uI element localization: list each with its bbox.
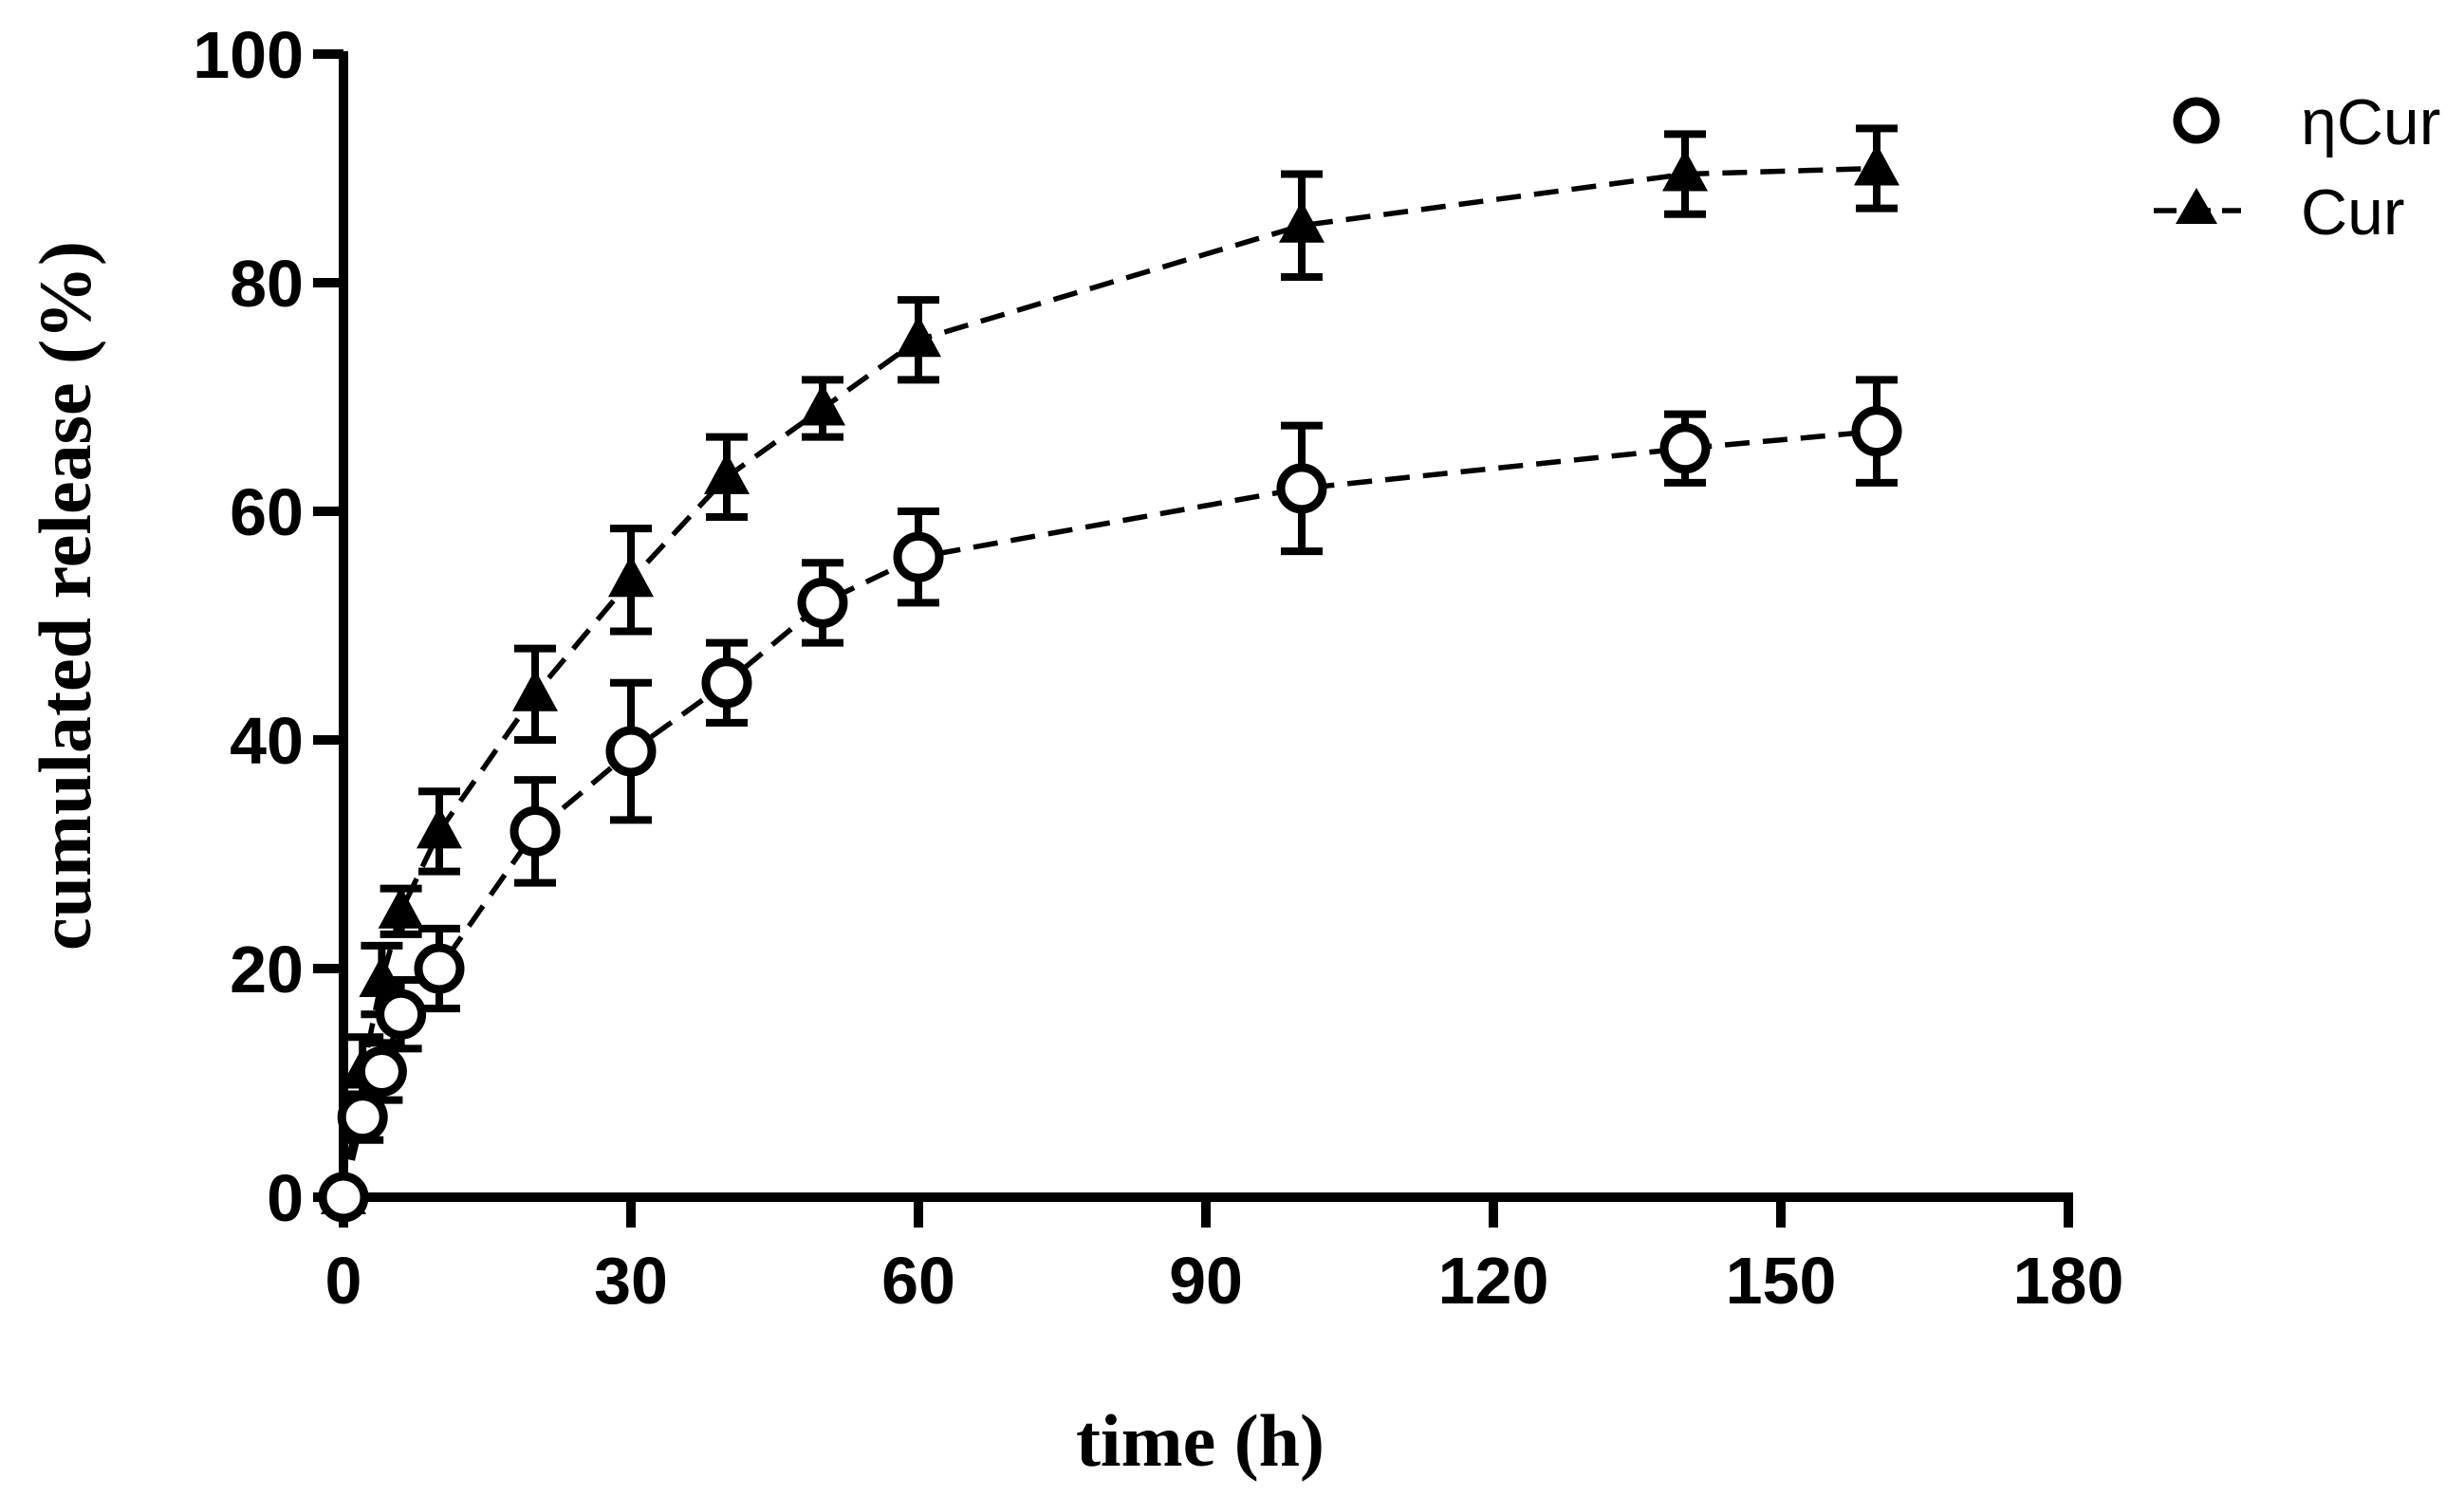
data-point-triangle — [1854, 143, 1899, 186]
legend-entry-etacur: ηCur — [2173, 86, 2440, 158]
data-point-triangle — [1279, 200, 1325, 243]
data-point-circle — [414, 943, 465, 994]
legend-entry-cur: Cur — [2154, 176, 2405, 249]
legend-marker-triangle — [2176, 188, 2217, 224]
data-point-triangle — [800, 383, 845, 426]
data-point-circle — [1851, 406, 1902, 457]
data-point-triangle — [378, 886, 424, 929]
data-point-circle — [701, 657, 752, 709]
data-point-triangle — [512, 669, 558, 711]
y-tick-label: 100 — [193, 18, 304, 92]
x-tick-label: 60 — [881, 1244, 955, 1318]
data-point-circle — [376, 988, 427, 1040]
axes: 0 20 40 60 80 100 0 30 60 90 120 150 180 — [193, 18, 2123, 1318]
legend-label-cur: Cur — [2301, 176, 2405, 249]
data-point-circle — [356, 1045, 407, 1097]
data-point-circle — [605, 726, 657, 777]
x-tick-label: 150 — [1726, 1244, 1837, 1318]
data-point-circle — [509, 805, 561, 857]
y-tick-label: 40 — [230, 704, 304, 778]
data-point-circle — [337, 1092, 388, 1143]
data-point-circle — [318, 1172, 369, 1223]
legend-marker-circle — [2173, 97, 2220, 144]
y-tick-label: 80 — [230, 247, 304, 321]
data-point-circle — [1276, 463, 1327, 514]
legend-label-etacur: ηCur — [2301, 86, 2440, 158]
series-etacur — [318, 376, 1902, 1223]
y-tick-label: 20 — [230, 933, 304, 1007]
series-line — [341, 165, 1878, 1198]
data-point-triangle — [608, 555, 654, 598]
data-point-triangle — [417, 806, 462, 849]
x-tick-label: 120 — [1438, 1244, 1549, 1318]
x-tick-label: 90 — [1169, 1244, 1243, 1318]
data-point-triangle — [896, 315, 941, 358]
x-tick-label: 0 — [325, 1244, 362, 1318]
y-axis-title: cumulated release (%) — [24, 241, 106, 951]
y-tick-label: 60 — [230, 475, 304, 549]
data-point-circle — [797, 577, 848, 628]
data-point-circle — [1659, 423, 1711, 474]
series-line — [341, 428, 1878, 1198]
data-point-triangle — [704, 452, 750, 494]
data-point-circle — [893, 531, 944, 582]
data-point-triangle — [1662, 149, 1708, 192]
x-axis-title: time (h) — [1076, 1399, 1325, 1482]
series-cur — [321, 124, 1899, 1214]
series-layer — [318, 124, 1902, 1223]
y-tick-label: 0 — [267, 1161, 304, 1235]
legend: ηCur Cur — [2154, 86, 2440, 249]
x-tick-label: 30 — [594, 1244, 668, 1318]
x-tick-label: 180 — [2013, 1244, 2124, 1318]
